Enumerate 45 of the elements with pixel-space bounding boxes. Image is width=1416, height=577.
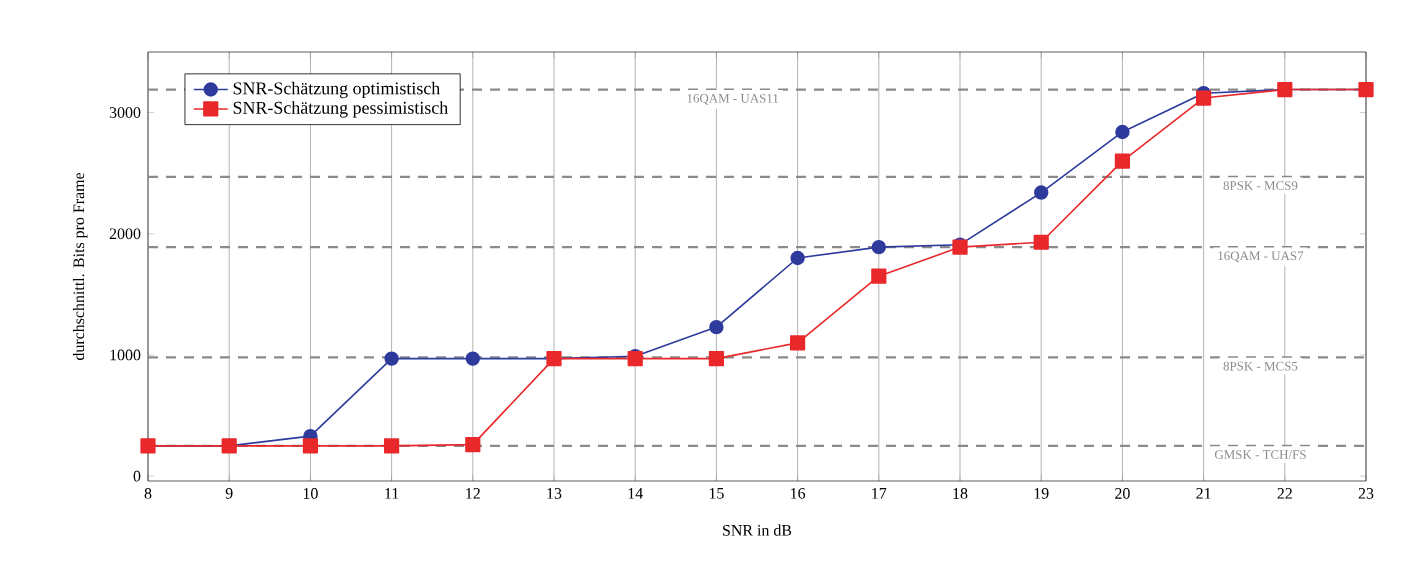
- point: [384, 351, 399, 366]
- point: [1115, 124, 1130, 140]
- legend-label: SNR-Schätzung optimistisch: [233, 81, 441, 99]
- x-tick-label: 13: [547, 488, 562, 499]
- point: [1034, 185, 1049, 200]
- x-axis-title: SNR in dB: [723, 524, 792, 536]
- ref-line-label: 8PSK - MCS9: [1223, 181, 1298, 190]
- y-axis-title: durchschnittl. Bits pro Frame: [72, 172, 88, 361]
- x-tick-label: 9: [225, 488, 233, 499]
- point: [465, 437, 481, 453]
- x-tick-label: 22: [1277, 488, 1292, 499]
- x-tick-label: 16: [791, 488, 806, 499]
- point: [302, 438, 318, 454]
- x-tick-label: 15: [709, 488, 724, 499]
- ref-line-label: GMSK - TCH/FS: [1214, 450, 1306, 459]
- point: [790, 335, 806, 351]
- point: [1196, 90, 1212, 106]
- point: [871, 239, 887, 255]
- point: [871, 268, 887, 284]
- y-tick-label: 3000: [109, 107, 141, 118]
- x-tick-label: 23: [1358, 488, 1374, 499]
- ref-line-label: 8PSK - MCS5: [1223, 361, 1298, 371]
- x-tick-label: 20: [1115, 488, 1130, 499]
- point: [465, 351, 480, 366]
- point: [1033, 234, 1049, 250]
- x-tick-label: 19: [1034, 488, 1049, 499]
- x-tick-label: 18: [953, 488, 968, 499]
- y-tick-label: 1000: [110, 349, 141, 361]
- x-tick-label: 14: [628, 488, 643, 499]
- x-tick-label: 11: [385, 488, 399, 499]
- y-tick-label: 2000: [109, 228, 141, 240]
- x-tick-label: 21: [1196, 488, 1211, 499]
- x-tick-label: 10: [303, 488, 318, 499]
- x-tick-label: 8: [144, 488, 152, 499]
- ref-line-label: 16QAM - UAS11: [687, 93, 779, 105]
- point: [708, 351, 725, 367]
- point: [709, 319, 724, 335]
- x-tick-label: 12: [466, 488, 480, 499]
- y-tick-label: 0: [133, 470, 141, 482]
- ref-line-label: 16QAM - UAS7: [1218, 251, 1304, 263]
- point: [384, 438, 400, 454]
- point: [790, 250, 805, 266]
- x-tick-label: 17: [872, 488, 887, 499]
- point: [1114, 153, 1131, 169]
- legend-label: SNR-Schätzung pessimistisch: [233, 101, 448, 118]
